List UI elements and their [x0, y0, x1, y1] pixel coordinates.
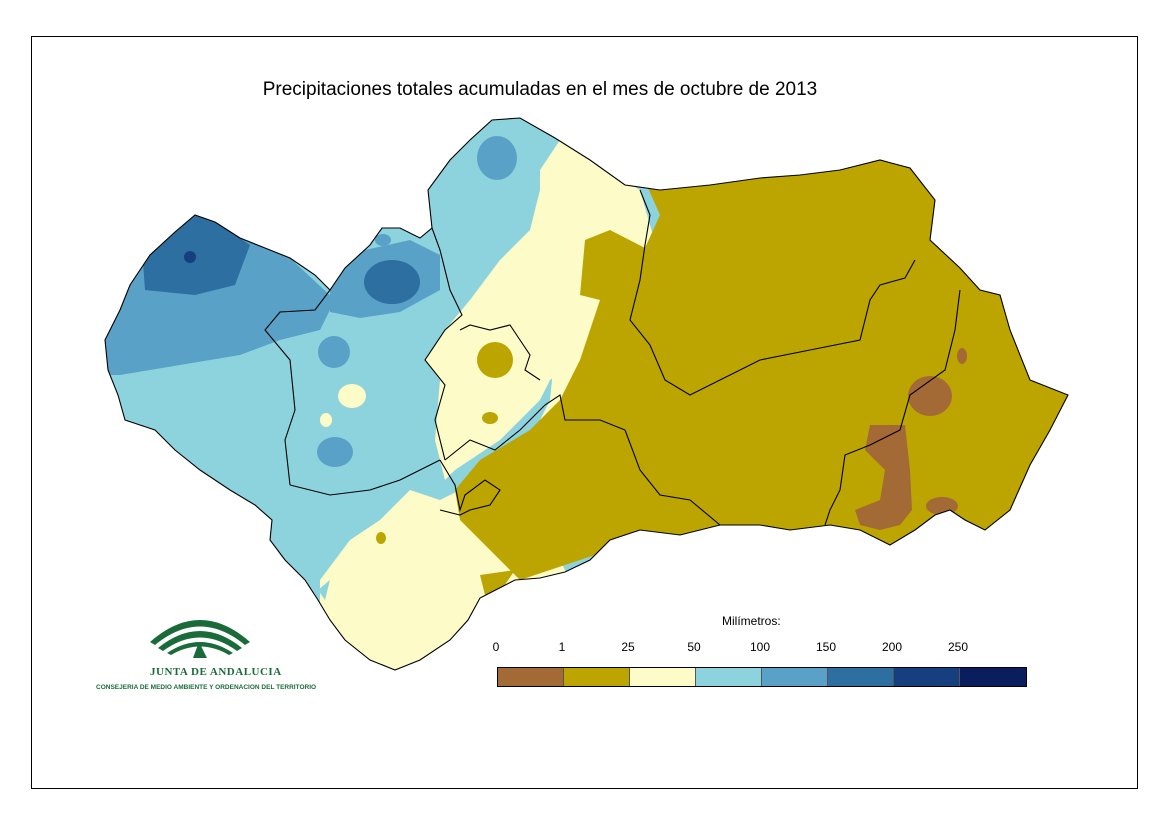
legend-tick-label: 1 — [558, 640, 566, 654]
legend-tick-label: 50 — [687, 640, 701, 654]
legend-swatch — [762, 668, 828, 686]
legend-swatch — [696, 668, 762, 686]
legend-swatch — [498, 668, 564, 686]
map-frame — [31, 36, 1138, 789]
legend-title: Milímetros: — [722, 614, 781, 628]
logo-subtitle: CONSEJERIA DE MEDIO AMBIENTE Y ORDENACIO… — [96, 684, 317, 691]
legend-swatch — [894, 668, 960, 686]
legend-tick-label: 250 — [947, 640, 969, 654]
legend-tick-label: 0 — [492, 640, 500, 654]
legend-tick-label: 25 — [621, 640, 635, 654]
legend-color-bar — [497, 667, 1027, 687]
logo-name: JUNTA DE ANDALUCIA — [150, 666, 282, 678]
map-title: Precipitaciones totales acumuladas en el… — [262, 79, 818, 100]
legend-swatch — [960, 668, 1026, 686]
junta-andalucia-logo — [150, 620, 250, 658]
legend-swatch — [564, 668, 630, 686]
province-borders — [104, 117, 1069, 671]
legend-tick-label: 100 — [749, 640, 771, 654]
legend-swatch — [828, 668, 894, 686]
legend-tick-label: 150 — [815, 640, 837, 654]
legend-tick-label: 200 — [881, 640, 903, 654]
legend-swatch — [630, 668, 696, 686]
